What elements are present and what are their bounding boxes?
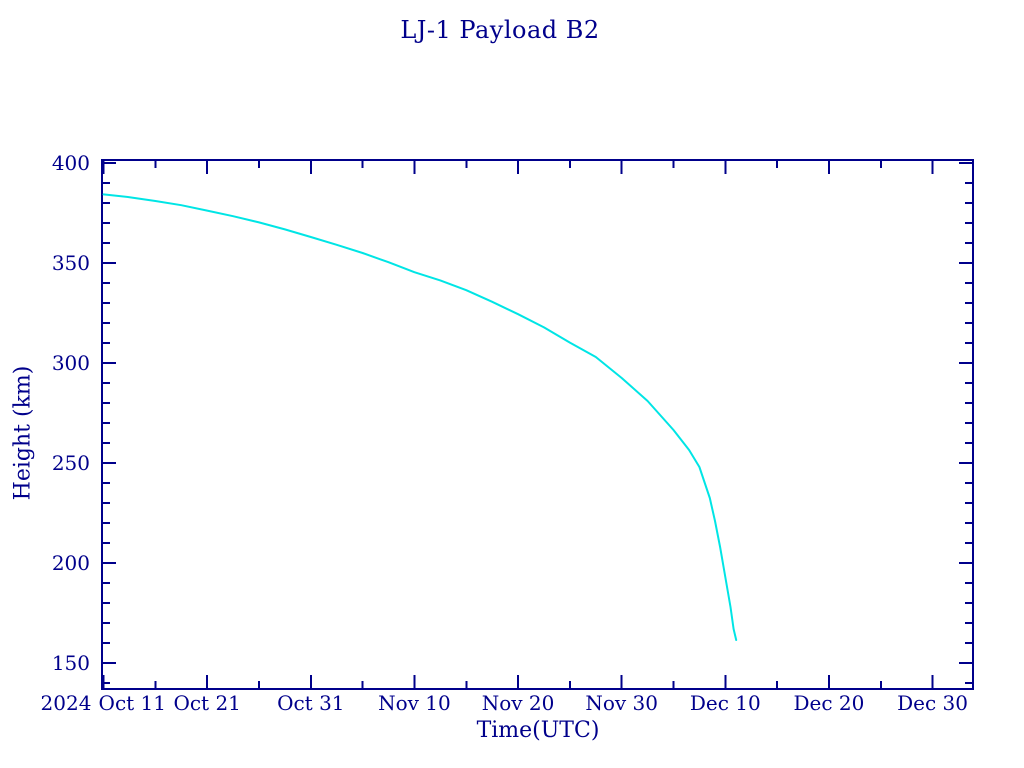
- y-tick-label: 250: [52, 451, 90, 475]
- y-tick-label: 150: [52, 651, 90, 675]
- x-tick-label: Dec 10: [690, 691, 761, 715]
- x-tick-label: Nov 30: [585, 691, 658, 715]
- x-tick-label: Nov 20: [482, 691, 555, 715]
- plot-box: [101, 159, 974, 690]
- chart-title: LJ-1 Payload B2: [400, 16, 600, 44]
- x-tick-label: Oct 31: [277, 691, 344, 715]
- y-tick-label: 350: [52, 251, 90, 275]
- x-tick-label: Dec 30: [897, 691, 968, 715]
- x-tick-label: Oct 21: [173, 691, 240, 715]
- decay-curve: [102, 193, 738, 641]
- x-tick-label: Dec 20: [794, 691, 865, 715]
- x-tick-label: Oct 11: [99, 691, 166, 715]
- x-axis-label: Time(UTC): [476, 718, 600, 743]
- x-axis-year-label: 2024: [41, 691, 92, 715]
- y-tick-label: 400: [52, 151, 90, 175]
- y-tick-label: 300: [52, 351, 90, 375]
- y-tick-label: 200: [52, 551, 90, 575]
- y-axis-label: Height (km): [10, 365, 36, 501]
- x-tick-label: Nov 10: [378, 691, 451, 715]
